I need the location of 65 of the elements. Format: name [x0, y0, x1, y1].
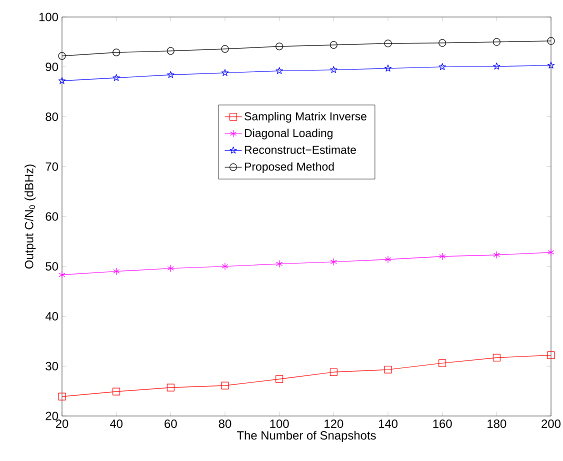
point: [58, 392, 66, 400]
legend-label: Reconstruct−Estimate: [245, 146, 356, 154]
point: [58, 77, 66, 84]
y-tick-label: 80: [46, 112, 58, 121]
point: [113, 268, 120, 276]
y-tick-label: 60: [46, 212, 58, 221]
point: [493, 62, 500, 70]
point: [438, 359, 446, 367]
point: [330, 368, 338, 376]
point: [438, 63, 446, 70]
point: [276, 375, 284, 383]
point: [112, 48, 120, 56]
point: [384, 64, 392, 72]
x-tick-label: 140: [378, 420, 398, 428]
point: [167, 71, 174, 78]
point: [221, 45, 229, 53]
point: [167, 264, 174, 272]
x-tick-label: 200: [542, 420, 561, 428]
point: [276, 67, 283, 74]
point: [58, 52, 66, 60]
x-tick-label: 80: [218, 420, 232, 428]
point: [438, 39, 446, 47]
point: [276, 260, 283, 268]
y-axis-title: Output C/N$_{0}$ (dBHz): [24, 164, 36, 269]
x-tick-label: 160: [433, 420, 452, 428]
point: [221, 69, 229, 76]
legend-label: Sampling Matrix Inverse: [244, 112, 366, 123]
legend-label: Proposed Method: [245, 162, 334, 173]
point: [384, 256, 392, 264]
point: [166, 47, 174, 55]
legend-label: Diagonal Loading: [245, 128, 332, 140]
point: [493, 251, 500, 259]
point: [222, 262, 228, 270]
point: [384, 366, 392, 374]
point: [112, 388, 120, 396]
x-tick-label: 120: [324, 420, 344, 428]
x-tick-label: 60: [164, 420, 177, 428]
point: [384, 40, 392, 48]
y-tick-label: 100: [39, 12, 58, 22]
point: [58, 271, 66, 279]
point: [548, 248, 554, 256]
y-tick-label: 90: [46, 62, 58, 72]
point: [547, 351, 555, 359]
y-tick-label: 20: [46, 412, 58, 420]
point: [547, 62, 555, 69]
x-tick-label: 20: [56, 420, 68, 428]
point: [166, 384, 174, 392]
y-tick-label: 70: [46, 162, 58, 171]
point: [492, 38, 500, 46]
point: [330, 66, 338, 73]
x-tick-label: 100: [270, 420, 289, 428]
point: [221, 382, 229, 390]
x-tick-label: 180: [488, 420, 506, 428]
point: [276, 42, 284, 50]
point: [439, 252, 446, 260]
point: [112, 74, 120, 81]
point: [492, 354, 500, 362]
point: [330, 258, 337, 266]
x-tick-label: 40: [110, 420, 123, 428]
y-tick-label: 50: [46, 262, 58, 271]
y-tick-label: 40: [45, 312, 58, 320]
x-axis-title: The Number of Snapshots: [236, 430, 376, 442]
y-tick-label: 30: [46, 362, 58, 370]
point: [547, 37, 555, 45]
point: [330, 41, 338, 49]
